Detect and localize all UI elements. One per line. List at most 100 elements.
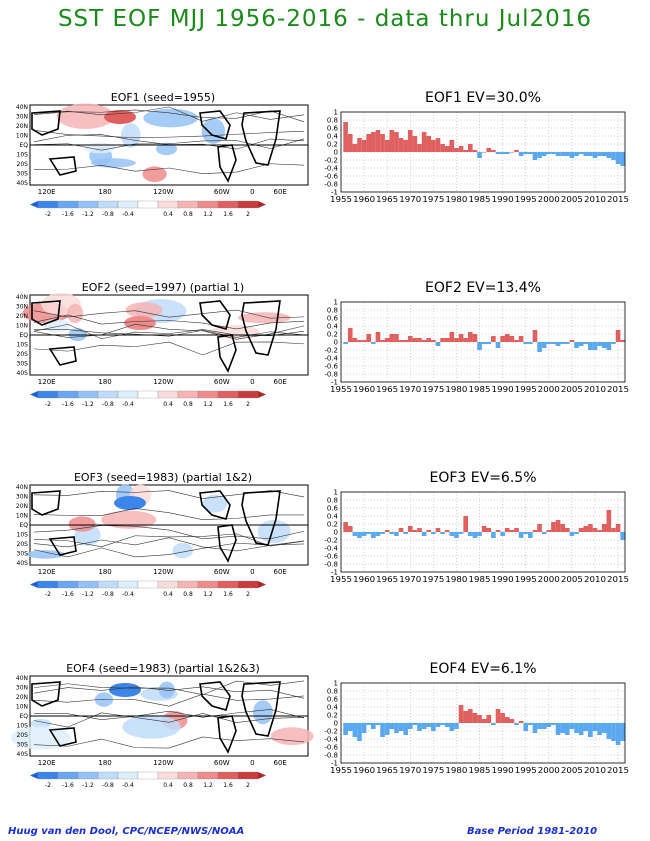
colorbar-swatch <box>177 390 199 399</box>
eof-map-panel: EOF4 (seed=1983) (partial 1&2&3)40N30N20… <box>10 662 314 789</box>
lon-tick-label: 120W <box>153 759 173 767</box>
pc-bar <box>463 150 468 152</box>
anomaly-shading <box>201 118 226 144</box>
contour-line <box>33 329 305 338</box>
pc-bar <box>597 152 602 156</box>
contour-line <box>33 533 305 548</box>
pc-bar <box>398 138 404 152</box>
pc-bar <box>518 152 524 156</box>
pc-bar <box>592 152 598 158</box>
colorbar-label: -1.6 <box>62 782 74 789</box>
pc-bar <box>491 336 496 342</box>
pc-bar <box>477 152 482 158</box>
coastline <box>241 681 281 737</box>
pc-bar <box>472 713 478 723</box>
pc-bar <box>518 721 524 723</box>
x-tick-label: 1975 <box>422 385 444 394</box>
y-tick-label: -0.2 <box>324 157 338 165</box>
lat-tick-label: EQ <box>19 332 28 339</box>
colorbar-swatch <box>37 580 59 589</box>
pc-bar <box>606 723 612 739</box>
colorbar-swatch <box>77 200 99 209</box>
pc-bar <box>518 336 524 342</box>
pc-bar <box>440 723 445 725</box>
anomaly-core <box>124 316 156 330</box>
pc-bar <box>407 723 413 729</box>
pc-bar <box>398 340 404 342</box>
pc-bar <box>588 524 593 532</box>
x-tick-label: 1965 <box>376 575 398 584</box>
lat-tick-label: 10N <box>16 323 28 330</box>
colorbar-label: 0.4 <box>163 782 173 789</box>
coastline <box>241 490 281 546</box>
pc-bar <box>597 723 602 735</box>
lat-tick-label: EQ <box>19 522 28 529</box>
contour-line <box>33 130 305 139</box>
colorbar-label: 0.4 <box>163 211 173 218</box>
pc-bar <box>384 723 390 735</box>
pc-bar <box>514 723 519 725</box>
pc-bar <box>463 516 468 532</box>
colorbar-high-arrow <box>258 201 266 208</box>
pc-bar <box>564 723 570 735</box>
pc-bar <box>463 711 468 723</box>
colorbar-high-arrow <box>258 391 266 398</box>
pc-bar <box>384 338 390 342</box>
colorbar-swatch <box>37 771 59 780</box>
coastline <box>31 300 61 326</box>
lat-tick-label: 20N <box>16 503 28 510</box>
colorbar-swatch <box>97 390 119 399</box>
pc-bar <box>444 338 450 342</box>
pc-bar <box>467 332 473 342</box>
pc-bar <box>440 144 445 152</box>
pc-bar <box>467 709 473 723</box>
colorbar-swatch <box>217 390 239 399</box>
x-tick-label: 1970 <box>399 766 421 775</box>
pc-bar <box>495 709 501 723</box>
contour-line <box>33 736 305 749</box>
colorbar-label: -0.4 <box>122 211 134 218</box>
x-tick-label: 2000 <box>538 575 560 584</box>
pc-bar <box>528 342 533 344</box>
pc-bar <box>597 342 602 346</box>
footer-base-period: Base Period 1981-2010 <box>467 826 598 837</box>
pc-bar <box>426 530 432 532</box>
contour-line <box>33 686 305 699</box>
pc-bar <box>371 132 376 152</box>
pc-bar <box>546 152 552 154</box>
lon-tick-label: 120W <box>153 568 173 576</box>
colorbar-low-arrow <box>30 391 38 398</box>
page-title: SST EOF MJJ 1956-2016 - data thru Jul201… <box>57 6 593 32</box>
anomaly-shading <box>120 123 141 148</box>
contour-line <box>33 309 305 319</box>
y-tick-label: 0.4 <box>327 133 339 141</box>
pc-bar <box>541 152 547 156</box>
pc-bar <box>481 526 487 532</box>
pc-bar <box>458 146 464 152</box>
colorbar-swatch <box>57 771 79 780</box>
y-tick-label: -0.4 <box>324 545 338 553</box>
lat-tick-label: 40N <box>16 675 28 682</box>
pc-bar <box>523 152 529 154</box>
pc-bar <box>375 723 381 725</box>
pc-bar <box>564 152 570 156</box>
pc-bar <box>514 340 519 342</box>
pc-bar <box>417 338 422 342</box>
x-tick-label: 1990 <box>492 575 514 584</box>
x-tick-label: 1985 <box>469 575 491 584</box>
pc-bar <box>444 530 450 532</box>
pc-bar <box>389 532 395 534</box>
lon-tick-label: 0 <box>250 759 254 767</box>
pc-bar <box>357 723 362 741</box>
y-tick-label: -0.2 <box>324 347 338 355</box>
pc-bar <box>514 150 519 152</box>
coastline <box>31 110 61 136</box>
pc-bar <box>421 132 427 152</box>
x-tick-label: 2000 <box>538 195 560 204</box>
y-tick-label: 0.2 <box>327 521 338 529</box>
pc-bar <box>504 152 510 154</box>
lon-tick-label: 180 <box>98 568 111 576</box>
map-title: EOF4 (seed=1983) (partial 1&2&3) <box>66 662 260 675</box>
contour-line <box>33 525 305 540</box>
pc-bar <box>481 719 487 723</box>
